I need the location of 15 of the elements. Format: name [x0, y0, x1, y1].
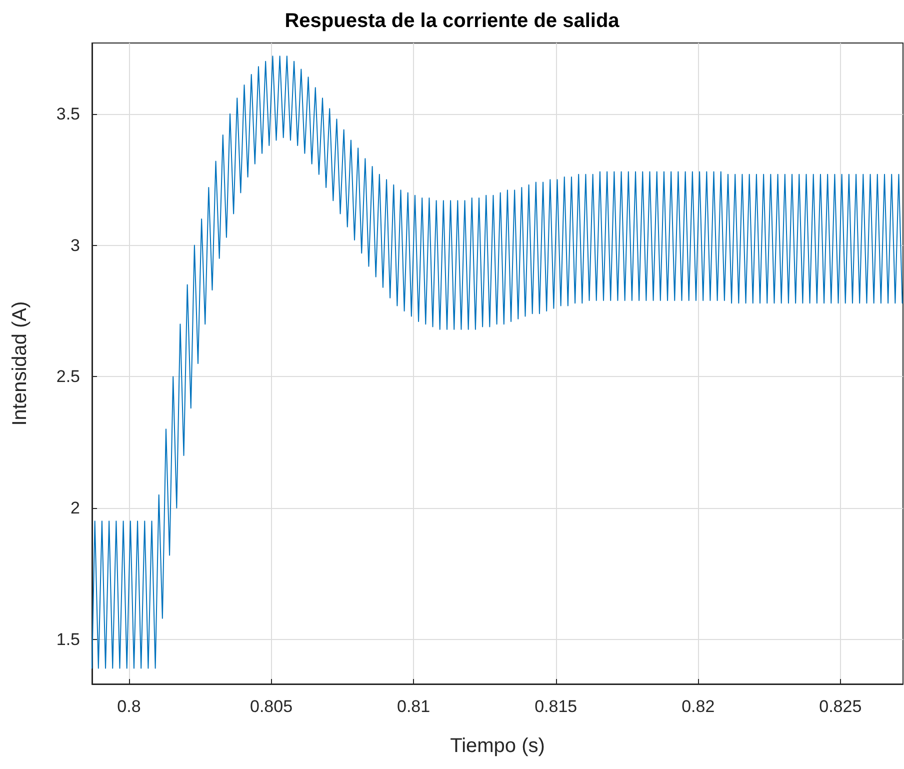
x-tick-label: 0.8 [117, 697, 141, 716]
y-tick-label: 3.5 [56, 104, 80, 124]
y-tick-label: 3 [70, 236, 80, 255]
chart-title: Respuesta de la corriente de salida [284, 10, 620, 32]
x-tick-label: 0.805 [250, 697, 293, 716]
x-axis-title: Tiempo (s) [450, 735, 545, 757]
x-tick-label: 0.81 [397, 697, 430, 716]
x-tick-label: 0.82 [682, 697, 715, 716]
x-tick-label: 0.825 [819, 697, 862, 716]
x-tick-label: 0.815 [534, 697, 578, 716]
line-series [92, 56, 903, 669]
y-tick-label: 2 [70, 498, 80, 518]
y-axis-title: Intensidad (A) [9, 301, 31, 426]
y-tick-label: 1.5 [56, 630, 80, 649]
y-tick-label: 2.5 [56, 367, 80, 386]
